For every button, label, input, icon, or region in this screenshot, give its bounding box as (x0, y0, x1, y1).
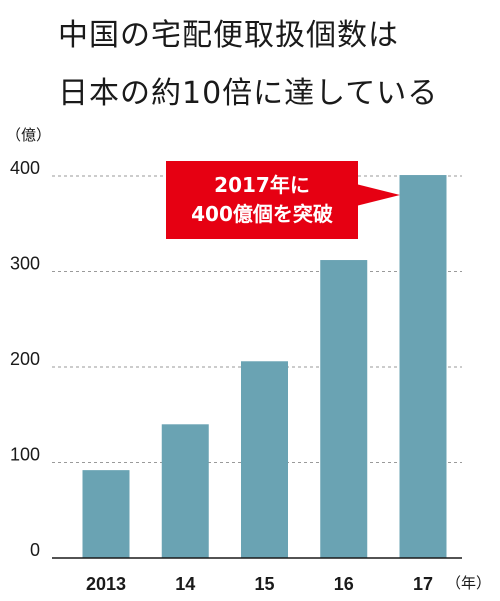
x-tick-label: 15 (254, 574, 274, 594)
y-tick-label: 400 (10, 158, 40, 178)
bar-2013 (82, 470, 130, 558)
x-axis-unit-label: （年） (446, 574, 492, 592)
callout-box: 2017年に 400億個を突破 (166, 161, 358, 239)
callout-arrow (356, 184, 400, 206)
bar-14 (161, 424, 209, 558)
x-tick-label: 16 (334, 574, 354, 594)
y-tick-label: 300 (10, 254, 40, 274)
y-tick-label: 100 (10, 445, 40, 465)
x-tick-labels: 2013 14 15 16 17 (86, 574, 433, 594)
x-tick-label: 17 (413, 574, 433, 594)
bar-16 (320, 260, 368, 558)
callout-line-2: 400億個を突破 (191, 202, 333, 226)
y-tick-labels: 0 100 200 300 400 (10, 158, 40, 560)
bar-15 (241, 361, 288, 558)
y-tick-label: 200 (10, 349, 40, 369)
y-tick-label: 0 (30, 540, 40, 560)
x-tick-label: 14 (175, 574, 195, 594)
bar-17 (399, 175, 447, 559)
bars (82, 175, 447, 559)
chart-title-line-1: 中国の宅配便取扱個数は (58, 18, 399, 53)
callout-line-1: 2017年に (214, 173, 310, 197)
x-tick-label: 2013 (86, 574, 126, 594)
y-axis-unit-label: （億） (6, 126, 52, 144)
chart-title-line-2: 日本の約10倍に達している (58, 76, 439, 111)
